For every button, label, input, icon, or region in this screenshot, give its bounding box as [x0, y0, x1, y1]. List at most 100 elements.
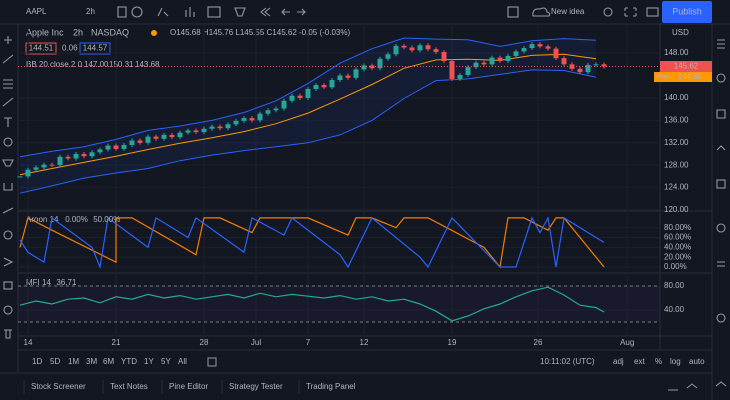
magnet-tool[interactable]: [3, 257, 14, 267]
prediction-tool[interactable]: [2, 159, 14, 167]
panel-tab[interactable]: Trading Panel: [306, 382, 356, 391]
publish-label[interactable]: Publish: [672, 6, 702, 16]
eye-tool[interactable]: [3, 305, 13, 315]
range-button[interactable]: 3M: [86, 357, 97, 366]
fib-tool[interactable]: [3, 79, 13, 89]
candle: [185, 130, 191, 133]
watchlist-icon[interactable]: [717, 39, 725, 49]
calendar-icon[interactable]: [716, 179, 726, 189]
panel-tab[interactable]: Stock Screener: [31, 382, 86, 391]
text-tool[interactable]: [4, 117, 12, 127]
add-icon[interactable]: [131, 6, 143, 18]
panel-tab[interactable]: Pine Editor: [169, 382, 208, 391]
candle: [577, 68, 583, 73]
time-label: 28: [200, 338, 209, 347]
y-tick-label: 140.00: [664, 93, 689, 102]
time-label: 7: [306, 338, 311, 347]
candle: [409, 47, 415, 51]
replay-icon[interactable]: [260, 7, 271, 17]
symbol[interactable]: AAPL: [26, 7, 47, 16]
zoom-tool[interactable]: [3, 230, 13, 240]
candle: [377, 58, 383, 69]
toolbar-icons[interactable]: [117, 6, 659, 18]
interval[interactable]: 2h: [86, 7, 95, 16]
ask-box[interactable]: [79, 42, 111, 55]
fullscreen-icon[interactable]: [624, 7, 637, 17]
bid[interactable]: 144.51: [29, 44, 54, 53]
scale-option[interactable]: ext: [634, 357, 645, 366]
range-button[interactable]: 1D: [32, 357, 42, 366]
candle: [137, 140, 143, 143]
top-toolbar: [0, 0, 730, 24]
scale-option[interactable]: %: [655, 357, 662, 366]
range-button[interactable]: All: [178, 357, 187, 366]
lock-tool[interactable]: [3, 281, 13, 290]
y-tick-label: 120.00: [664, 205, 689, 214]
trend-line-tool[interactable]: [2, 54, 14, 64]
range-button[interactable]: 1Y: [144, 357, 154, 366]
scale-option[interactable]: auto: [689, 357, 705, 366]
candle: [233, 120, 239, 125]
indicator-line: [19, 217, 605, 269]
candle: [49, 164, 55, 166]
template-icon[interactable]: [207, 6, 221, 18]
trash-tool[interactable]: [4, 329, 12, 339]
candle: [289, 95, 295, 101]
snapshot-icon[interactable]: [646, 7, 659, 17]
data-window-icon[interactable]: [716, 109, 726, 119]
y-tick-label: 80.00: [664, 281, 685, 290]
range-button[interactable]: 1M: [68, 357, 79, 366]
candle: [337, 75, 343, 81]
notifications-icon[interactable]: [715, 381, 727, 387]
candle: [449, 60, 455, 79]
new-idea[interactable]: New idea: [551, 7, 585, 16]
candle: [569, 64, 575, 69]
settings-icon[interactable]: [603, 7, 613, 17]
candle: [33, 167, 39, 170]
measure-tool[interactable]: [2, 207, 14, 214]
alerts-icon[interactable]: [716, 73, 726, 83]
candle: [553, 48, 559, 59]
prev-price-tag: [654, 72, 712, 82]
ideas-icon[interactable]: [716, 223, 726, 233]
collapse-icon[interactable]: [668, 383, 698, 391]
alert-icon[interactable]: [234, 7, 246, 17]
time-label: 26: [534, 338, 543, 347]
scale-option[interactable]: adj: [613, 357, 624, 366]
cloud-icon[interactable]: [532, 7, 551, 17]
ask[interactable]: 144.57: [83, 44, 108, 53]
goto-date-icon[interactable]: [207, 357, 217, 367]
help-icon[interactable]: [716, 313, 726, 323]
currency[interactable]: USD: [672, 28, 689, 37]
chart-type-icon[interactable]: [185, 7, 195, 17]
pattern-tool[interactable]: [3, 137, 13, 147]
icon-tool[interactable]: [3, 183, 13, 191]
redo-icon[interactable]: [297, 8, 306, 16]
candle: [121, 145, 127, 149]
compare-icon[interactable]: [117, 6, 127, 18]
indicator-icon[interactable]: [157, 7, 169, 17]
layout-icon[interactable]: [507, 6, 519, 18]
range-button[interactable]: 6M: [103, 357, 114, 366]
bid-box[interactable]: [25, 42, 57, 55]
chat-icon[interactable]: [717, 261, 725, 267]
candle: [521, 48, 527, 52]
publish-button[interactable]: [662, 1, 712, 23]
range-button[interactable]: 5D: [50, 357, 60, 366]
range-button[interactable]: 5Y: [161, 357, 171, 366]
undo-icon[interactable]: [281, 8, 290, 16]
scale-option[interactable]: log: [670, 357, 681, 366]
panel-tab[interactable]: Text Notes: [110, 382, 148, 391]
last-price-tag: [660, 61, 712, 72]
brush-tool[interactable]: [2, 97, 14, 107]
market-status: [151, 30, 157, 36]
crosshair-tool[interactable]: [4, 36, 12, 44]
range-button[interactable]: YTD: [121, 357, 137, 366]
candle: [393, 45, 399, 55]
y-tick-label: 40.00: [664, 305, 685, 314]
drawing-tools[interactable]: [2, 36, 727, 387]
panel-tab[interactable]: Strategy Tester: [229, 382, 283, 391]
candle: [385, 54, 391, 59]
hotlist-icon[interactable]: [716, 145, 726, 151]
